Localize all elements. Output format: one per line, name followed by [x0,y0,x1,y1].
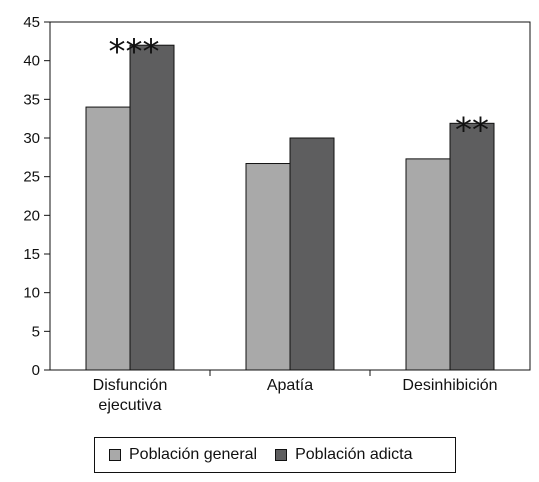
chart-bars [85,44,495,371]
category-label-1-0: Apatía [267,377,313,394]
bar-general-0 [85,106,131,371]
bar-adicta-2 [449,122,495,371]
legend-swatch-adicta [275,449,288,461]
y-tick-label-25: 25 [23,169,40,186]
chart-labels: 051015202530354045Disfunciónejecutiva***… [23,14,497,414]
y-tick-label-10: 10 [23,285,40,302]
y-tick-label-0: 0 [32,362,40,379]
bar-general-1 [245,163,291,371]
y-tick-label-5: 5 [32,323,40,340]
legend-item-general: Población general [109,446,257,464]
significance-label-2: ** [455,110,489,150]
bar-general-2 [405,158,451,371]
y-tick-label-35: 35 [23,91,40,108]
category-label-0-0: Disfunción [93,377,168,394]
y-tick-label-20: 20 [23,207,40,224]
category-label-0-1: ejecutiva [98,397,161,414]
bar-adicta-0 [129,44,175,371]
y-tick-label-40: 40 [23,53,40,70]
category-label-2-0: Desinhibición [402,377,497,394]
legend-item-adicta: Población adicta [275,446,413,464]
significance-label-0: *** [109,32,160,72]
y-tick-label-45: 45 [23,14,40,31]
legend-label-general: Población general [129,446,258,463]
legend-swatch-general [109,449,121,461]
legend-label-adicta: Población adicta [295,446,413,463]
y-tick-label-15: 15 [23,246,40,263]
y-tick-label-30: 30 [23,130,40,147]
chart-legend: Población general Población adicta [94,437,456,473]
bar-adicta-1 [289,137,335,371]
